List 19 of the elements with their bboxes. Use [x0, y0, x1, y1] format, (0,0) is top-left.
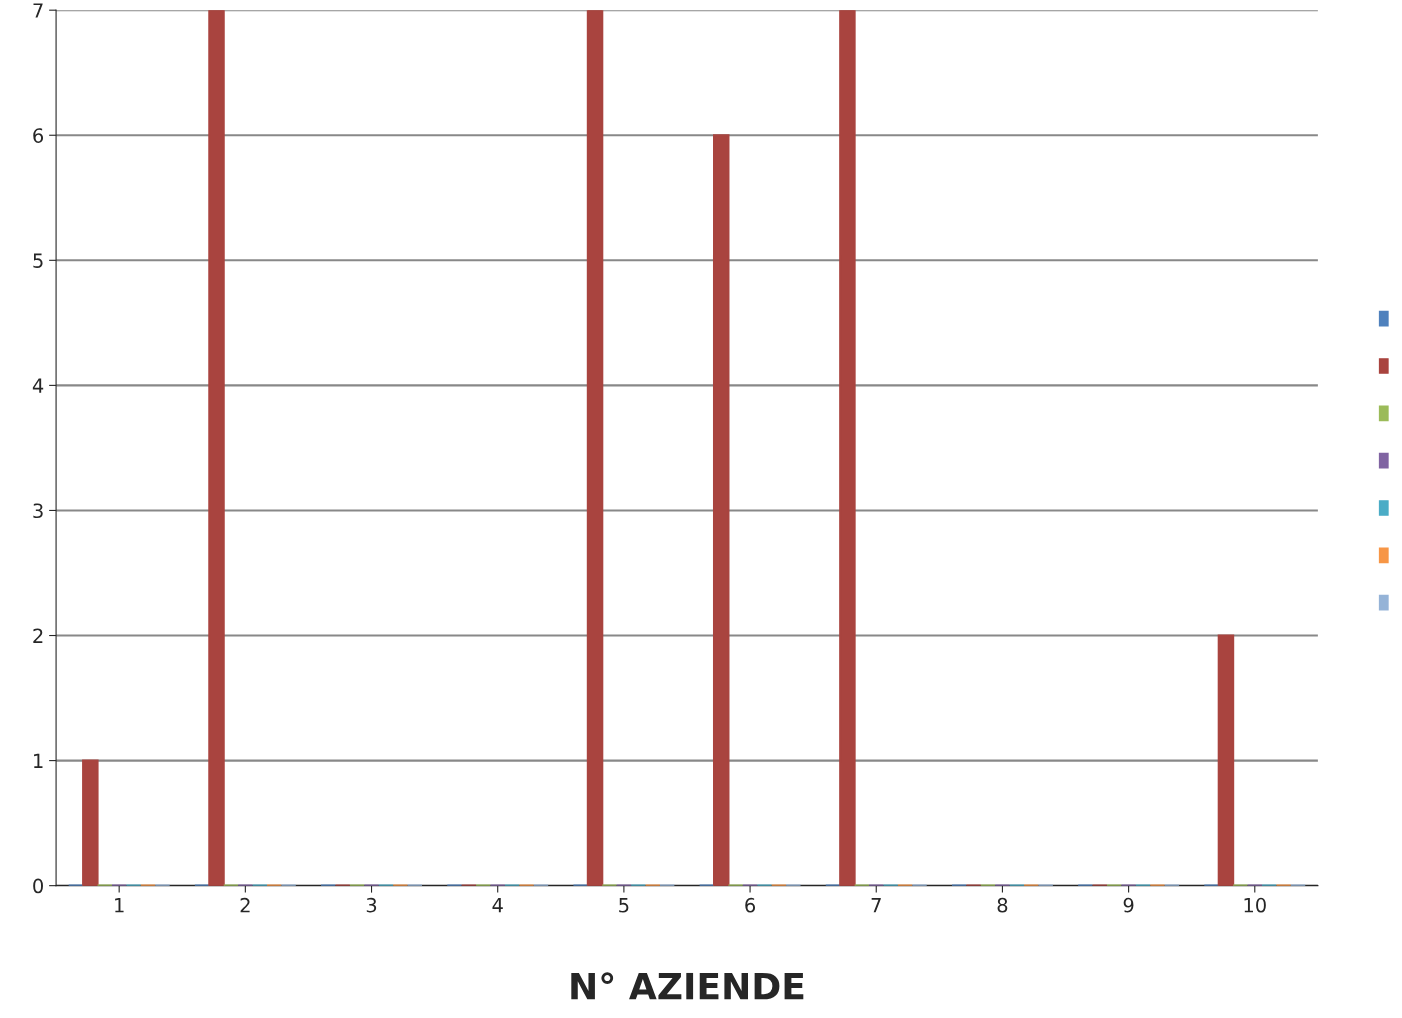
x-tick-label: 1 [115, 898, 124, 913]
x-tick-label: 6 [745, 897, 756, 913]
y-tick-label: 0 [33, 878, 43, 894]
x-tick-label: 10 [1244, 897, 1266, 913]
x-axis-title: N° AZIENDE [571, 972, 804, 1000]
x-tick-label: 3 [366, 897, 377, 913]
x-tick-label: 7 [871, 898, 881, 913]
x-tick-label: 2 [240, 897, 250, 913]
y-tick-label: 6 [33, 128, 44, 143]
y-tick-label: 2 [33, 628, 43, 643]
x-tick-label: 4 [492, 898, 503, 913]
y-tick-label: 3 [33, 503, 43, 519]
y-tick-label: 1 [34, 753, 43, 768]
x-tick-label: 5 [619, 898, 629, 913]
y-tick-label: 7 [33, 3, 43, 18]
x-tick-label: 9 [1123, 897, 1134, 913]
y-tick-label: 4 [32, 378, 44, 393]
y-tick-label: 5 [33, 253, 43, 268]
x-tick-label: 8 [997, 897, 1008, 913]
